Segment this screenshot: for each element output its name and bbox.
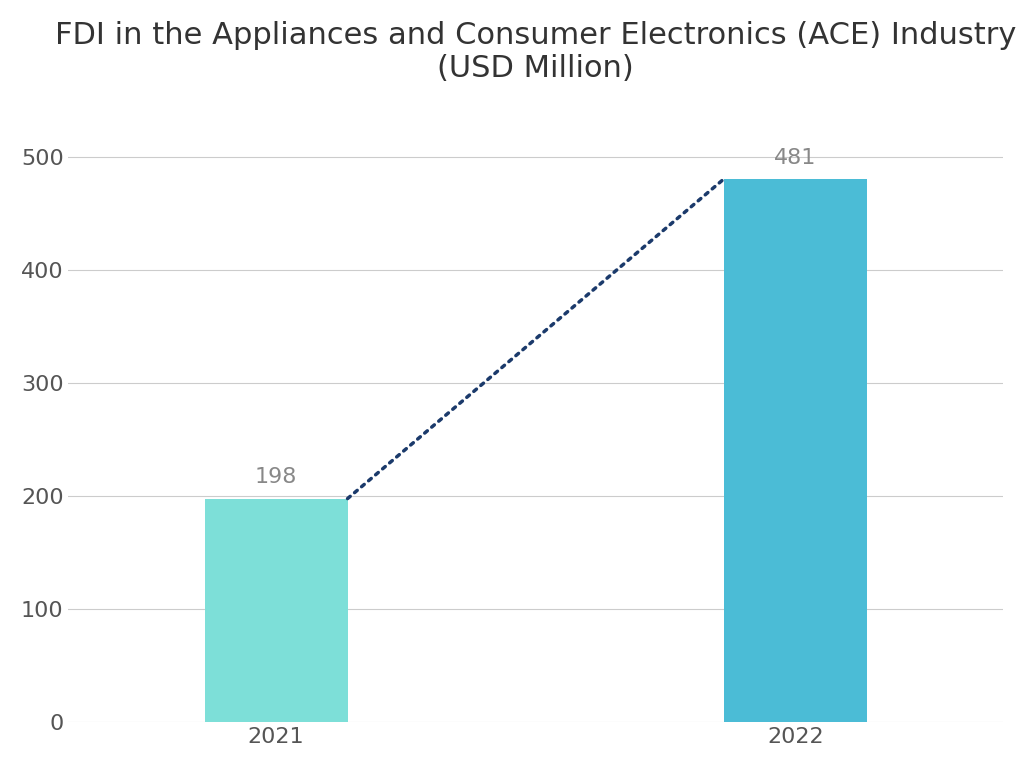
Text: 198: 198 xyxy=(255,467,297,487)
Bar xyxy=(724,179,867,723)
Text: 481: 481 xyxy=(774,147,816,167)
Bar xyxy=(205,498,347,723)
Title: FDI in the Appliances and Consumer Electronics (ACE) Industry
(USD Million): FDI in the Appliances and Consumer Elect… xyxy=(55,21,1017,84)
